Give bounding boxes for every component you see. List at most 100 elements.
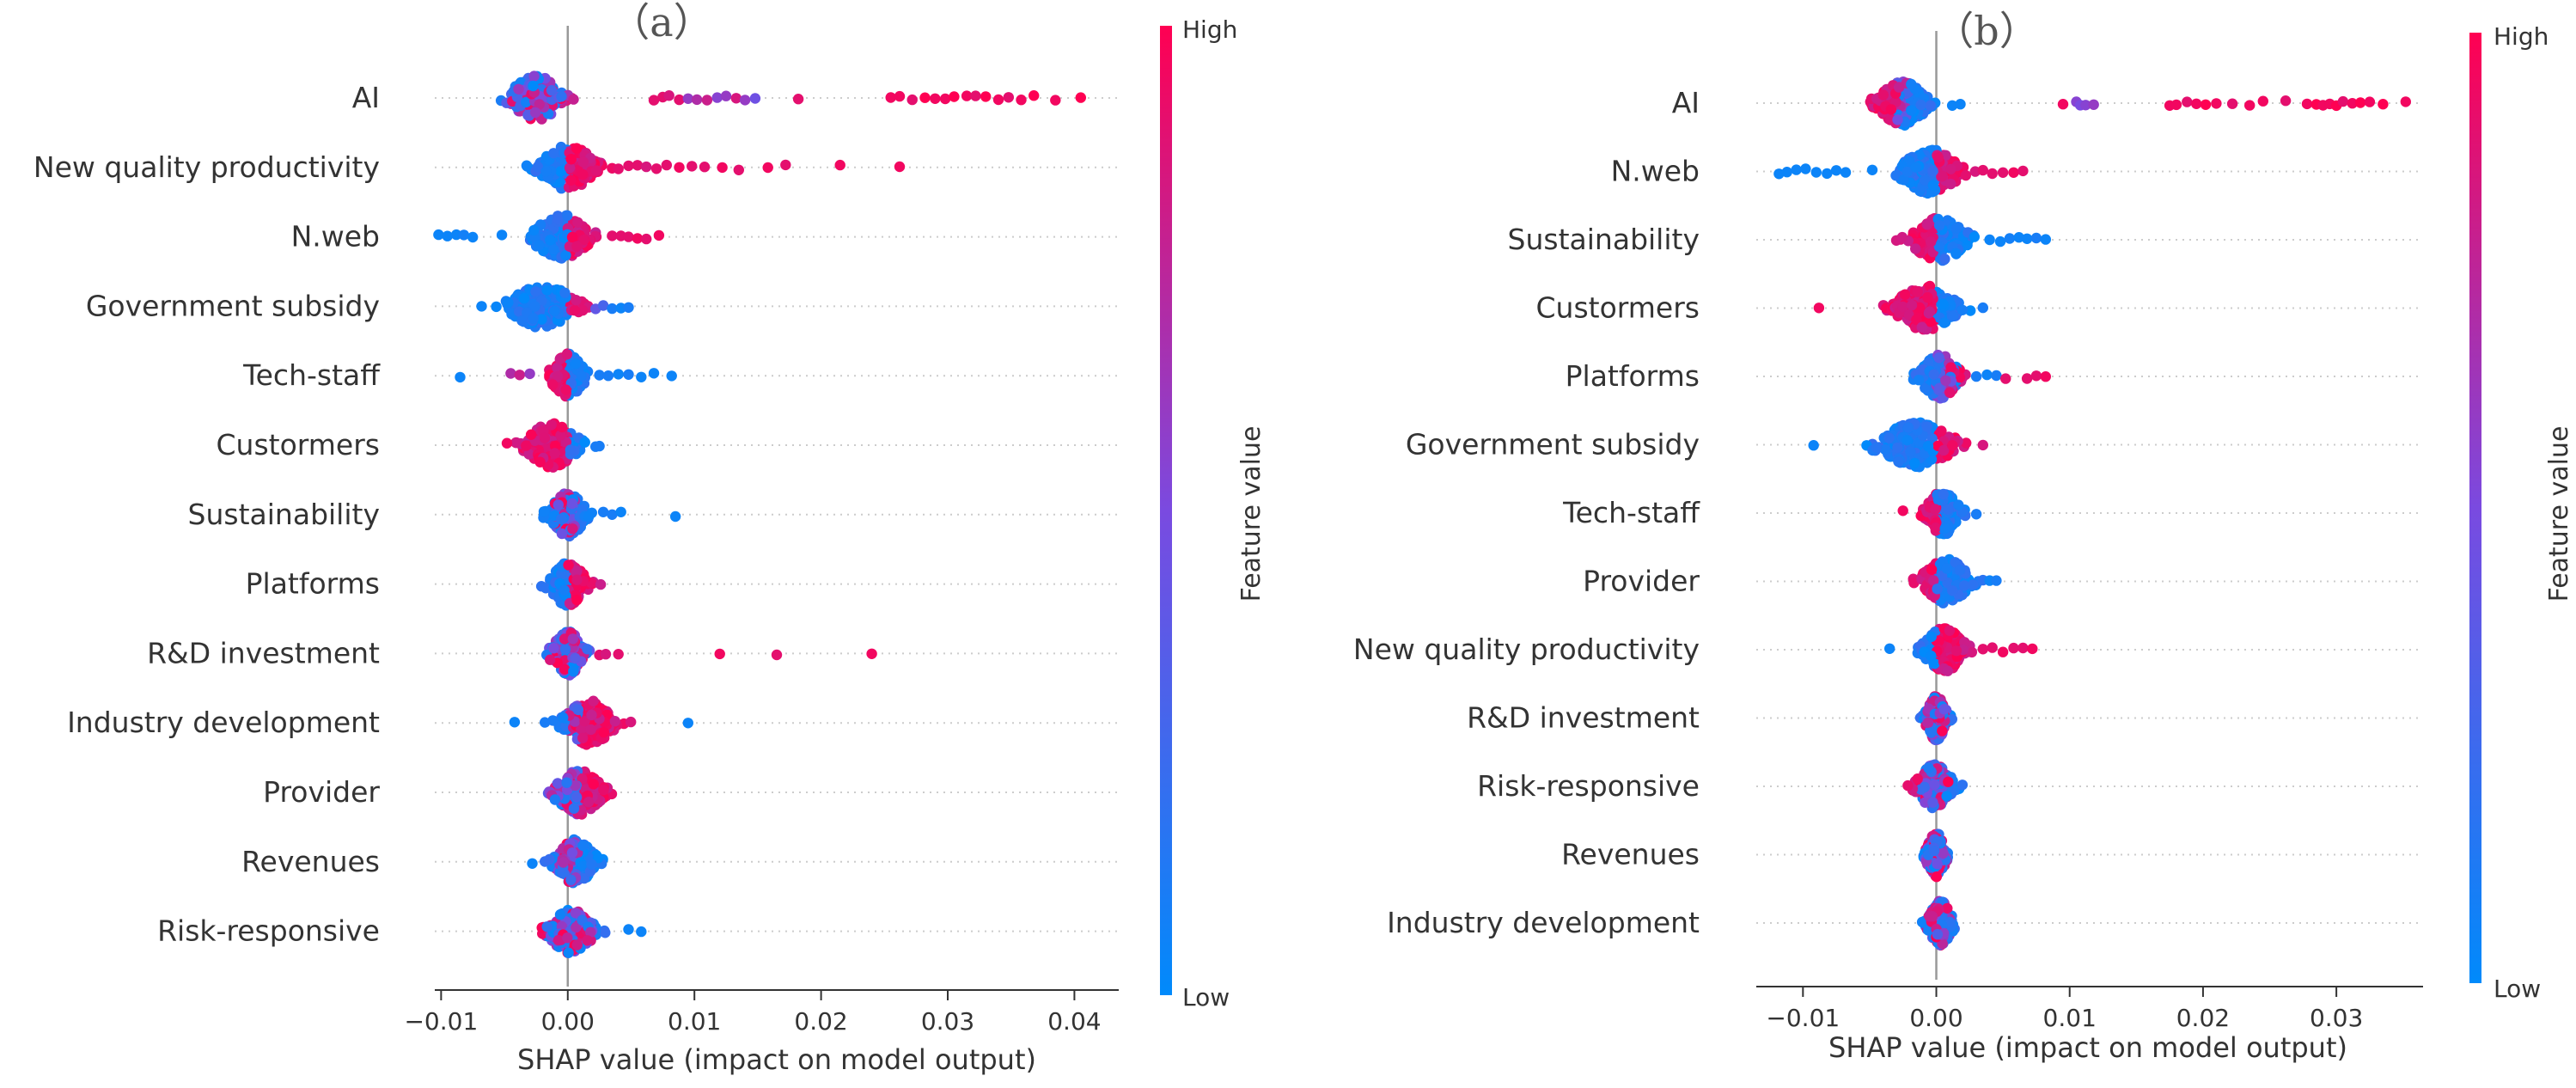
panel-b-shap-point [1945,163,1956,174]
panel-b-shap-outlier-point [1840,167,1852,178]
panel-b-shap-outlier-point [1773,168,1785,180]
panel-b-shap-outlier-point [1810,167,1822,178]
panel-b-feature-label: Provider [1583,565,1700,598]
panel-a-shap-point [534,456,546,468]
panel-a-shap-outlier-point [514,370,525,381]
panel-b-shap-outlier-point [2337,95,2349,107]
panel-a-shap-point [560,384,571,395]
panel-a-points [433,70,1087,958]
panel-a-shap-outlier-point [433,229,444,241]
panel-a-shap-outlier-point [780,159,791,171]
panel-b-shap-outlier-point [1897,505,1908,516]
panel-a-shap-point [570,908,581,919]
panel-a-shap-outlier-point [762,162,773,174]
panel-b-shap-point [1926,650,1937,662]
panel-b-shap-point [1956,304,1969,315]
panel-b-shap-point [1937,298,1949,309]
panel-b-shap-outlier-point [1791,164,1802,175]
panel-a-shap-point [534,240,545,251]
panel-b-shap-outlier-point [2280,95,2292,107]
panel-a-shap-point [571,792,583,803]
panel-b-shap-point [1912,286,1923,297]
panel-a-shap-point [558,857,569,868]
panel-b-shap-outlier-point [2057,99,2069,110]
panel-a-shap-outlier-point [450,229,462,241]
panel-b-feature-label: New quality productivity [1353,633,1700,666]
panel-b-shap-point [1937,170,1948,182]
panel-a-shap-point [552,778,564,789]
panel-a-shap-outlier-point [711,92,723,103]
panel-a-shap-outlier-point [1029,90,1040,101]
panel-b-shap-point [1930,522,1941,534]
panel-a-shap-point [571,595,583,606]
panel-a-shap-point [566,847,578,859]
panel-a-shap-outlier-point [505,368,516,379]
panel-b-shap-outlier-point [1977,439,1988,451]
panel-b-shap-outlier-point [2017,165,2029,177]
panel-a-shap-outlier-point [594,440,605,452]
panel-a-feature-label: Government subsidy [86,289,380,322]
panel-a-x-tick-label: 0.01 [668,1007,721,1036]
panel-b-shap-point [1932,859,1943,870]
panel-b-shap-point [1920,382,1931,394]
panel-b-x-tick-label: 0.00 [1909,1004,1963,1032]
panel-a-shap-outlier-point [1050,95,1061,106]
panel-a-shap-point [555,430,566,441]
panel-b-shap-point [1912,773,1923,785]
panel-b-shap-point [1933,352,1944,364]
panel-a-shap-point [561,349,573,360]
panel-a-shap-outlier-point [701,95,713,106]
panel-b-shap-point [1926,911,1938,922]
panel-b-shap-point [1938,317,1950,328]
panel-a-shap-point [545,654,556,665]
panel-a-shap-point [528,70,540,82]
panel-a-shap-outlier-point [540,717,551,728]
panel-a-shap-point [577,840,589,852]
panel-a-feature-label: Industry development [67,706,380,739]
panel-b-shap-outlier-point [1946,100,1958,111]
panel-b-shap-point [1939,523,1950,535]
panel-a-shap-point [588,695,599,706]
panel-b-shap-outlier-point [2040,371,2051,382]
panel-a-shap-point [577,304,589,316]
panel-a-shap-point [565,174,577,186]
panel-b: （b） AIN.webSustainabilityCustormersPlatf… [1353,8,2574,1064]
panel-b-shap-point [1945,362,1956,373]
panel-b-shap-outlier-point [2200,99,2212,110]
panel-a-shap-point [571,574,583,585]
panel-a-shap-point [549,305,560,317]
panel-b-shap-point [1942,902,1953,914]
panel-a-shap-point [568,666,579,677]
panel-a-shap-point [559,644,571,655]
panel-b-shap-outlier-point [2182,96,2193,107]
panel-a-shap-point [576,724,587,735]
panel-a-shap-point [548,244,559,255]
panel-a-shap-outlier-point [687,161,698,172]
panel-b-shap-outlier-point [2021,373,2033,384]
panel-b-shap-outlier-point [1800,163,1811,174]
panel-b-x-tick-label: 0.03 [2310,1004,2363,1032]
panel-b-shap-outlier-point [2021,233,2033,244]
panel-a-label: （a） [610,0,712,46]
panel-b-feature-labels: AIN.webSustainabilityCustormersPlatforms… [1353,86,1700,939]
panel-a-shap-point [503,296,514,309]
panel-a-shap-point [540,166,552,177]
panel-b-shap-outlier-point [2013,232,2024,243]
panel-a-shap-outlier-point [623,302,634,313]
panel-a-shap-point [556,91,567,102]
panel-b-shap-point [1927,165,1938,177]
panel-a-shap-point [577,732,589,743]
panel-a-shap-point [529,301,540,312]
panel-a-feature-label: AI [352,81,380,114]
panel-a-shap-outlier-point [442,230,453,241]
panel-b-points [1773,76,2411,951]
panel-b-shap-point [1923,762,1934,773]
panel-a-shap-outlier-point [980,91,992,102]
panel-a-shap-point [548,643,559,654]
panel-a-shap-point [547,379,559,390]
panel-a-shap-point [571,241,583,252]
panel-b-shap-point [1929,779,1940,791]
panel-a-shap-outlier-point [524,368,535,380]
panel-a-feature-label: Tech-staff [242,358,381,392]
